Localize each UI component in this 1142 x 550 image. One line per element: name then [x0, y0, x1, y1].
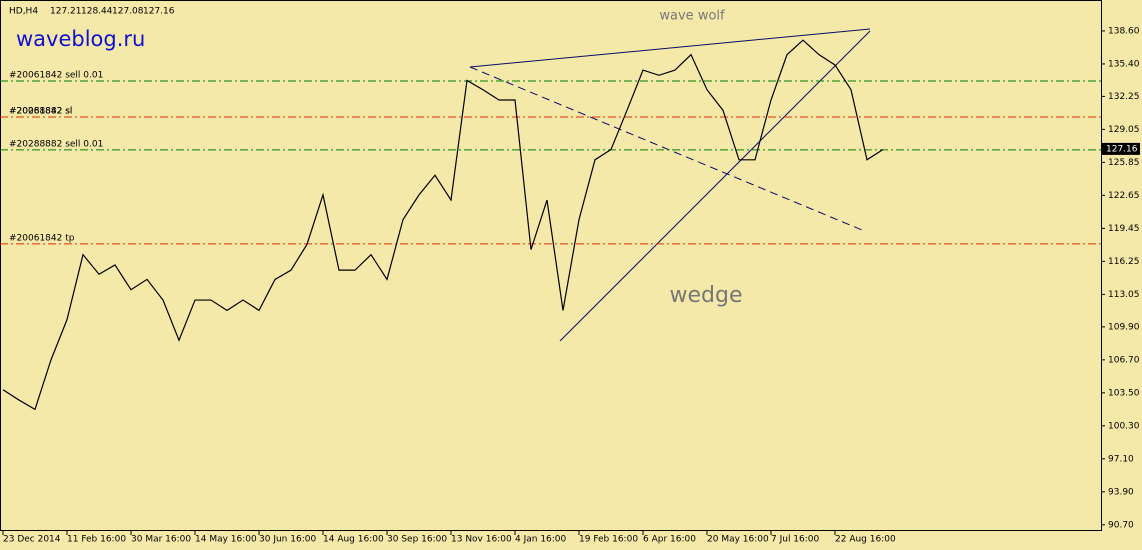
x-tick-label: 6 Apr 16:00: [643, 535, 696, 545]
header-value: 127.16: [143, 7, 175, 17]
trendlines: [469, 28, 871, 342]
current-price-label: 127.16: [1106, 144, 1138, 154]
trendline: [469, 66, 863, 231]
x-tick-label: 22 Aug 16:00: [835, 535, 896, 545]
order-label: #20061842 sell 0.01: [9, 70, 103, 80]
current-price-box: [1102, 142, 1140, 155]
order-label: #20061842 sl: [9, 107, 72, 117]
y-tick-label: 97.10: [1108, 454, 1134, 464]
x-tick-label: 19 Feb 16:00: [579, 535, 638, 545]
x-tick-label: 14 May 16:00: [195, 535, 257, 545]
y-tick-label: 129.05: [1108, 125, 1140, 135]
x-tick-label: 11 Feb 16:00: [67, 535, 126, 545]
x-tick-label: 30 Sep 16:00: [387, 535, 447, 545]
y-tick-label: 103.50: [1108, 388, 1140, 398]
x-tick-label: 7 Jul 16:00: [771, 535, 820, 545]
watermark: waveblog.ru: [16, 27, 145, 51]
x-tick-label: 23 Dec 2014: [3, 535, 61, 545]
x-tick-label: 20 May 16:00: [707, 535, 769, 545]
order-label: #20288882 sl: [9, 107, 72, 117]
y-tick-label: 138.60: [1108, 26, 1140, 36]
annotation: wedge: [670, 283, 743, 308]
y-tick-label: 119.45: [1108, 224, 1140, 234]
y-tick-label: 125.85: [1108, 158, 1140, 168]
y-tick-label: 122.65: [1108, 191, 1140, 201]
x-tick-label: 14 Aug 16:00: [323, 535, 384, 545]
y-tick-label: 116.25: [1108, 257, 1140, 267]
x-tick-label: 30 Mar 16:00: [131, 535, 191, 545]
header-value: 128.44: [81, 7, 113, 17]
trendline: [559, 30, 871, 342]
annotation: wave wolf: [659, 9, 725, 24]
order-label: #20288882 sell 0.01: [9, 139, 103, 149]
y-tick-label: 113.05: [1108, 290, 1140, 300]
x-tick-label: 4 Jan 16:00: [515, 535, 567, 545]
header-symbol: HD,H4: [9, 7, 38, 17]
price-line: [2, 39, 884, 411]
y-tick-label: 93.90: [1108, 487, 1134, 497]
order-label: #20061842 tp: [9, 233, 75, 243]
y-tick-label: 90.70: [1108, 520, 1134, 530]
trendline: [469, 28, 871, 68]
header-value: 127.21: [50, 7, 82, 17]
y-tick-label: 109.90: [1108, 322, 1140, 332]
y-tick-label: 100.30: [1108, 421, 1140, 431]
plot-frame: [0, 0, 1102, 531]
x-tick-label: 30 Jun 16:00: [259, 535, 316, 545]
x-tick-label: 13 Nov 16:00: [451, 535, 512, 545]
y-tick-label: 106.70: [1108, 355, 1140, 365]
y-tick-label: 132.25: [1108, 92, 1140, 102]
header-value: 127.08: [112, 7, 144, 17]
y-tick-label: 135.40: [1108, 59, 1140, 69]
